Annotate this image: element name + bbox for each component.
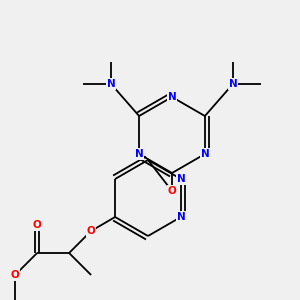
Text: N: N [229, 79, 237, 89]
Text: N: N [135, 149, 143, 159]
Text: N: N [168, 92, 176, 102]
Text: O: O [11, 270, 20, 280]
Text: N: N [200, 149, 209, 159]
Text: O: O [33, 220, 41, 230]
Text: O: O [87, 226, 95, 236]
Text: N: N [107, 79, 116, 89]
Text: N: N [176, 212, 185, 222]
Text: N: N [176, 174, 185, 184]
Text: O: O [168, 186, 176, 196]
